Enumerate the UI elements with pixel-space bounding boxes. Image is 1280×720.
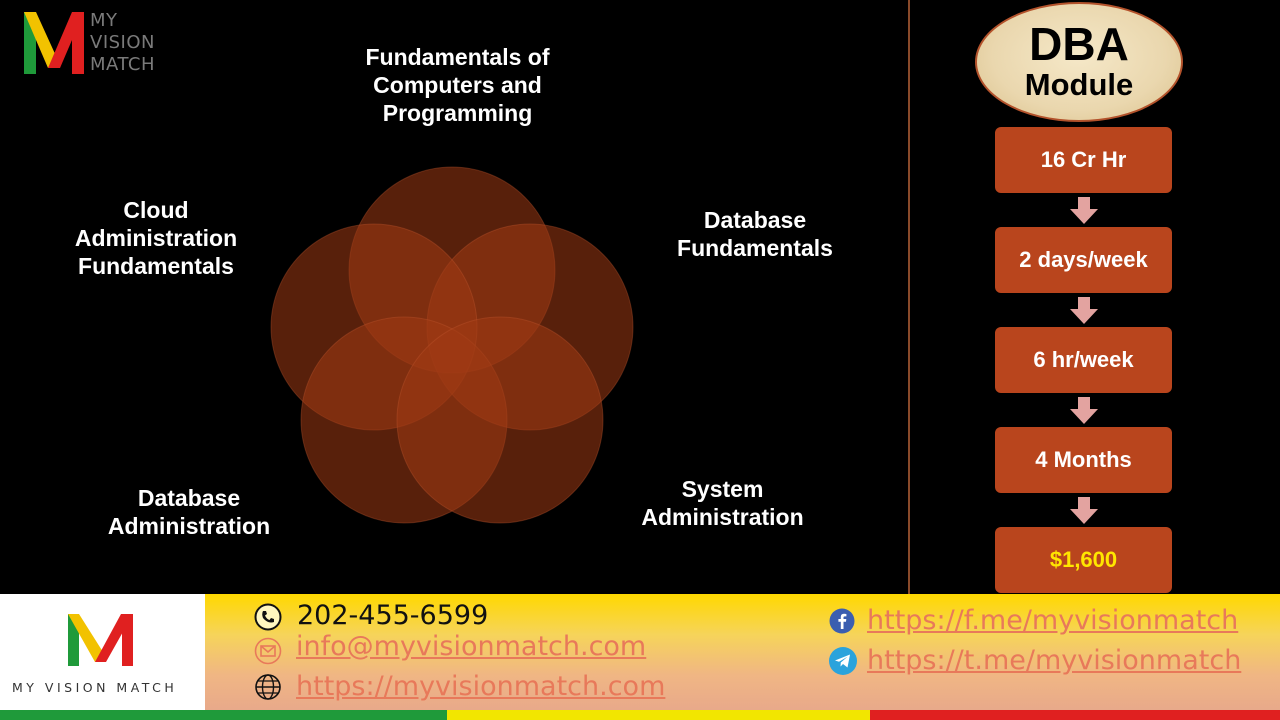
footer-logo: MY VISION MATCH [0,594,205,710]
facebook-icon [829,608,855,634]
step-days-per-week: 2 days/week [995,227,1172,293]
overlap-circles-diagram [270,166,634,524]
m-logo-icon [68,614,133,666]
step-duration: 4 Months [995,427,1172,493]
globe-icon [255,674,281,700]
down-arrow-icon [1070,497,1098,524]
down-arrow-icon [1070,297,1098,324]
topic-cloud-administration: Cloud Administration Fundamentals [74,197,238,279]
brand-logo: MY VISION MATCH [22,8,172,78]
email-link[interactable]: info@myvisionmatch.com [296,631,647,662]
brand-word: VISION [90,32,155,53]
module-title: DBA [1029,18,1129,70]
telegram-icon [829,647,857,675]
dba-module-badge: DBA Module [975,2,1183,122]
m-logo-icon [24,12,84,74]
brand-stripe-yellow [447,710,870,720]
topic-database-fundamentals: Database Fundamentals [677,207,833,261]
brand-name: MY VISION MATCH [90,10,155,76]
facebook-link[interactable]: https://f.me/myvisionmatch [867,605,1239,636]
email-icon [254,637,282,665]
footer: MY VISION MATCH [0,594,1280,720]
topic-system-administration: System Administration [641,476,804,530]
brand-stripe-red [870,710,1280,720]
brand-stripe-green [0,710,447,720]
phone-number[interactable]: 202-455-6599 [297,600,489,631]
down-arrow-icon [1070,197,1098,224]
vertical-divider [908,0,910,610]
topic-computers-programming: Fundamentals of Computers and Programmin… [365,44,550,126]
down-arrow-icon [1070,397,1098,424]
step-hours-per-week: 6 hr/week [995,327,1172,393]
price-box: $1,600 [995,527,1172,593]
footer-brand-tagline: MY VISION MATCH [12,680,178,695]
contact-band [205,594,1280,710]
website-link[interactable]: https://myvisionmatch.com [296,671,666,702]
topic-database-administration: Database Administration [107,485,271,539]
module-subtitle: Module [1024,67,1134,102]
brand-word: MY [90,10,118,31]
phone-icon [254,603,282,631]
brand-word: MATCH [90,54,155,75]
circle-system-administration [396,316,604,524]
telegram-link[interactable]: https://t.me/myvisionmatch [867,645,1242,676]
step-credit-hours: 16 Cr Hr [995,127,1172,193]
